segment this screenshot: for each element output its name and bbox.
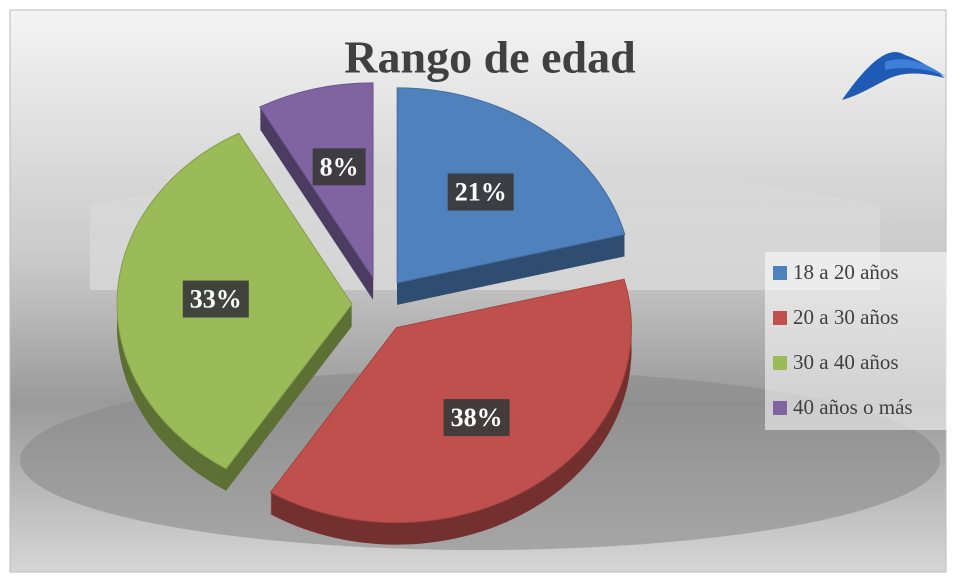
legend-label: 20 a 30 años bbox=[793, 305, 899, 329]
legend-label: 40 años o más bbox=[793, 395, 913, 419]
data-label: 8% bbox=[320, 152, 359, 181]
data-label: 21% bbox=[455, 177, 507, 206]
data-label-box bbox=[182, 280, 249, 318]
legend-background bbox=[765, 252, 948, 430]
data-label-box bbox=[447, 173, 514, 211]
legend-swatch bbox=[773, 401, 787, 415]
legend-swatch bbox=[773, 266, 787, 280]
legend-swatch bbox=[773, 311, 787, 325]
data-label-box bbox=[312, 148, 366, 186]
data-label: 38% bbox=[451, 403, 503, 432]
data-label: 33% bbox=[190, 285, 242, 314]
chart-title: Rango de edad bbox=[344, 32, 636, 83]
logo-accent bbox=[885, 59, 945, 76]
legend-label: 18 a 20 años bbox=[793, 260, 899, 284]
legend-label: 30 a 40 años bbox=[793, 350, 899, 374]
data-label-box bbox=[443, 399, 510, 437]
legend-swatch bbox=[773, 356, 787, 370]
